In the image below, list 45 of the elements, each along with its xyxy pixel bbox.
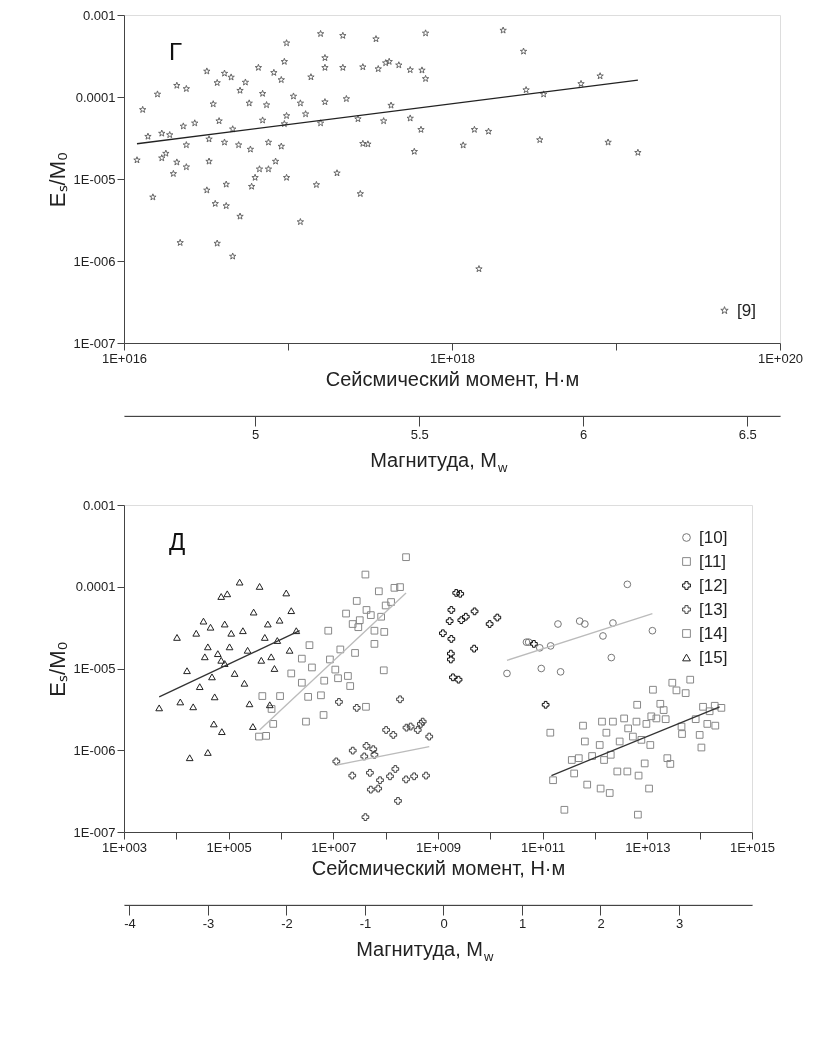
y-tick-label: 0.001 [82, 7, 116, 23]
x2-tick-label: -1 [359, 915, 372, 931]
x2-tick-label: -2 [281, 915, 293, 931]
x-tick-label: 1E+013 [625, 839, 671, 855]
legend-label: [15] [699, 647, 728, 667]
x2-tick-label: 5 [252, 426, 260, 442]
x2-tick-label: 3 [675, 915, 684, 931]
x-tick-label: 1E+016 [101, 350, 148, 366]
x-tick-label: 1E+003 [101, 839, 148, 855]
x-tick-label: 1E+005 [206, 839, 252, 855]
x2-tick-label: 2 [597, 915, 605, 931]
y-tick-label: 0.0001 [75, 579, 116, 595]
x2-tick-label: 1 [518, 915, 527, 931]
x-tick-label: 1E+020 [757, 350, 804, 366]
legend-label: [13] [699, 599, 728, 619]
y-tick-label: 1E-005 [73, 171, 116, 187]
x-axis-title: Сейсмический момент, Н·м [325, 367, 580, 390]
legend-label: [12] [699, 575, 728, 595]
legend-label: [14] [699, 623, 728, 643]
y-tick-label: 1E-007 [73, 824, 116, 840]
legend-label: [11] [699, 551, 727, 571]
x-axis-title: Сейсмический момент, Н·м [311, 856, 566, 879]
x2-tick-label: 6 [580, 426, 588, 442]
x-tick-label: 1E+018 [429, 350, 476, 366]
y-tick-label: 1E-005 [73, 661, 116, 676]
y-tick-label: 1E-006 [73, 253, 116, 269]
annotation: Д [169, 528, 186, 555]
y-tick-label: 1E-006 [73, 742, 116, 758]
x2-tick-label: -3 [202, 915, 215, 931]
annotation: Г [169, 38, 182, 65]
x-tick-label: 1E+015 [729, 839, 776, 855]
x2-tick-label: 5.5 [410, 426, 429, 442]
x2-tick-label: -4 [124, 915, 136, 931]
legend-label: [10] [699, 527, 728, 547]
y-axis-title: Eₛ/M₀ [44, 151, 70, 208]
x2-tick-label: 6.5 [738, 426, 757, 442]
y-tick-label: 0.0001 [75, 89, 116, 105]
y-tick-label: 0.001 [82, 497, 116, 513]
y-axis-title: Eₛ/M₀ [44, 641, 70, 697]
x-tick-label: 1E+009 [415, 839, 462, 855]
legend-label: [9] [737, 300, 756, 320]
x-tick-label: 1E+007 [311, 839, 357, 855]
x2-tick-label: 0 [440, 915, 448, 931]
x-tick-label: 1E+011 [521, 839, 566, 855]
y-tick-label: 1E-007 [73, 335, 116, 351]
